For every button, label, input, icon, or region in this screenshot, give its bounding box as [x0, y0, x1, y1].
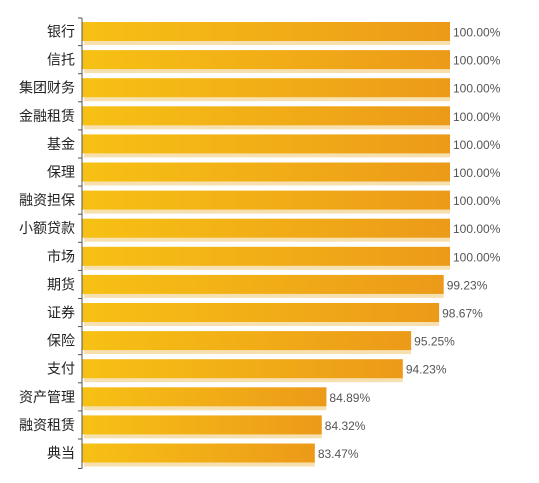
bar-shadow — [84, 236, 450, 242]
bar — [82, 22, 450, 41]
y-axis — [78, 17, 83, 469]
bar — [82, 246, 450, 266]
value-label: 98.67% — [442, 307, 483, 321]
value-label: 100.00% — [453, 110, 501, 124]
bar — [82, 106, 450, 126]
value-label: 95.25% — [414, 335, 455, 349]
value-label: 100.00% — [453, 222, 501, 236]
category-label: 小额贷款 — [19, 221, 75, 237]
category-label: 典当 — [47, 446, 75, 462]
value-labels: 100.00% 100.00% 100.00% 100.00% 100.00% 100.0… — [318, 26, 501, 462]
bar — [82, 387, 327, 407]
value-label: 100.00% — [453, 138, 501, 152]
value-label: 100.00% — [453, 26, 501, 40]
category-label: 信托 — [47, 53, 75, 69]
category-label: 保险 — [47, 334, 75, 350]
bar-shadow — [84, 349, 412, 355]
bar-shadow — [84, 208, 450, 214]
bar-shadow — [84, 180, 450, 186]
category-label: 市场 — [47, 248, 75, 265]
bar-shadow — [84, 433, 322, 439]
value-label: 100.00% — [453, 82, 501, 96]
category-label: 支付 — [47, 362, 75, 378]
category-label: 证券 — [47, 306, 75, 322]
value-label: 83.47% — [318, 447, 359, 461]
bar-shadows — [84, 40, 450, 467]
bar-shadow — [84, 405, 327, 411]
bar — [82, 415, 322, 435]
value-label: 100.00% — [453, 194, 501, 208]
category-label: 期货 — [47, 276, 75, 293]
value-label: 84.89% — [329, 391, 370, 405]
bar — [82, 190, 450, 210]
bar — [82, 274, 444, 294]
bar-shadow — [84, 292, 444, 298]
bar — [82, 443, 315, 463]
bar-shadow — [84, 124, 450, 130]
category-label: 融资担保 — [19, 193, 75, 209]
value-label: 99.23% — [447, 278, 488, 292]
category-label: 保理 — [47, 165, 75, 181]
bar-shadow — [84, 96, 450, 102]
bar-shadow — [84, 264, 450, 270]
bar — [82, 162, 450, 182]
bar-shadow — [84, 461, 315, 467]
value-label: 100.00% — [453, 250, 501, 264]
value-label: 100.00% — [453, 166, 501, 180]
bar — [82, 134, 450, 154]
category-label: 资产管理 — [19, 390, 75, 406]
bars — [82, 22, 450, 463]
bar-shadow — [84, 68, 450, 74]
bar — [82, 303, 440, 322]
bar-shadow — [84, 377, 403, 383]
bar — [82, 359, 403, 379]
category-label: 融资租赁 — [19, 418, 75, 434]
category-labels: 银行信托集团财务金融租赁基金保理融资担保小额贷款市场期货证券保险支付资产管理融资… — [19, 25, 75, 463]
value-label: 84.32% — [325, 419, 366, 433]
category-label: 银行 — [47, 25, 75, 41]
bar-shadow — [84, 40, 450, 45]
value-label: 100.00% — [453, 54, 501, 68]
bar — [82, 78, 450, 98]
bar — [82, 331, 412, 351]
category-label: 集团财务 — [19, 80, 75, 97]
category-label: 金融租赁 — [19, 109, 75, 125]
category-label: 基金 — [47, 136, 75, 153]
value-label: 94.23% — [406, 363, 447, 377]
bar-shadow — [84, 152, 450, 158]
bar — [82, 50, 450, 70]
bar — [82, 218, 450, 238]
bar-shadow — [84, 321, 440, 326]
